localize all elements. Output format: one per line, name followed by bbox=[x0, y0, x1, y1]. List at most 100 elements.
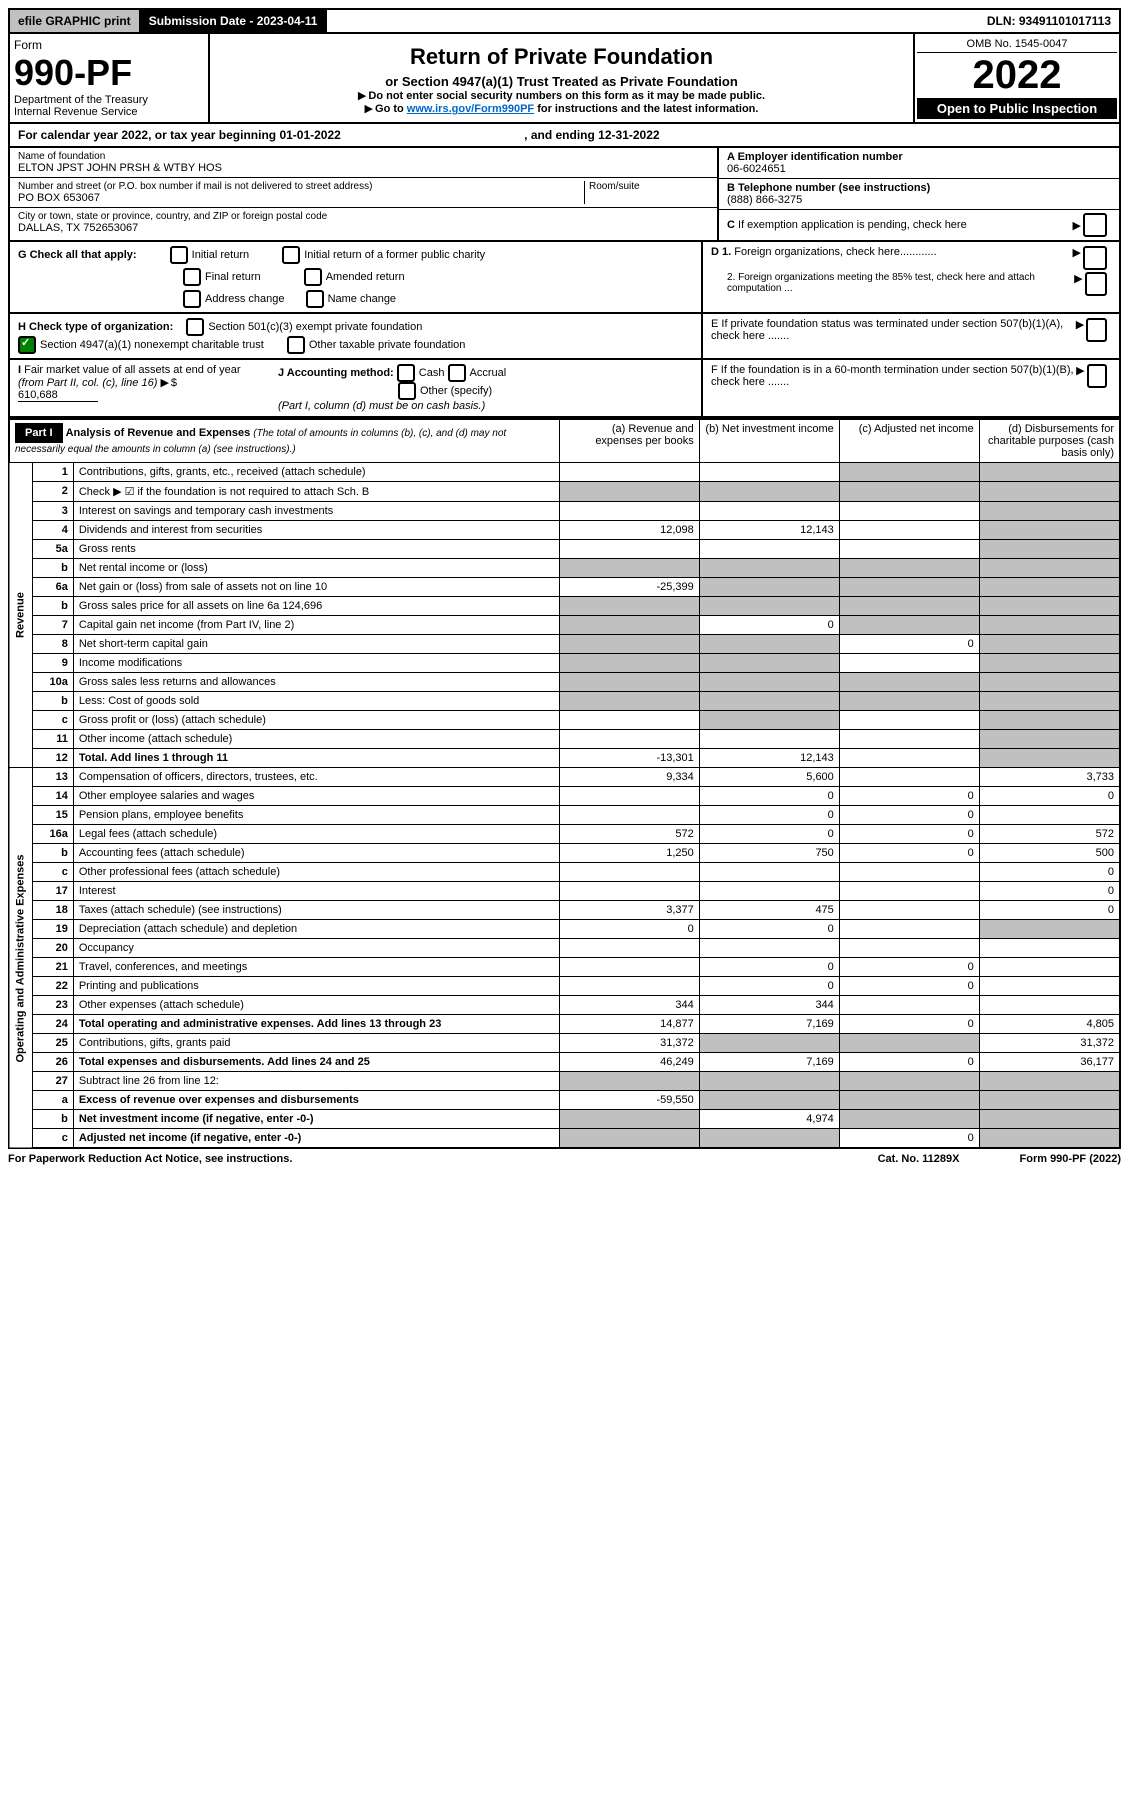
calendar-year-row: For calendar year 2022, or tax year begi… bbox=[8, 124, 1121, 148]
row-value bbox=[699, 1129, 839, 1149]
j-other-checkbox[interactable] bbox=[398, 382, 416, 400]
row-value bbox=[979, 673, 1120, 692]
row-value bbox=[839, 654, 979, 673]
row-value bbox=[559, 711, 699, 730]
row-description: Taxes (attach schedule) (see instruction… bbox=[73, 901, 559, 920]
row-value bbox=[839, 502, 979, 521]
row-value bbox=[979, 597, 1120, 616]
row-description: Other professional fees (attach schedule… bbox=[73, 863, 559, 882]
row-value bbox=[699, 1072, 839, 1091]
row-value bbox=[559, 863, 699, 882]
c-checkbox[interactable] bbox=[1083, 213, 1107, 237]
row-description: Gross profit or (loss) (attach schedule) bbox=[73, 711, 559, 730]
row-value bbox=[699, 597, 839, 616]
footer: For Paperwork Reduction Act Notice, see … bbox=[8, 1149, 1121, 1169]
efile-print-button[interactable]: efile GRAPHIC print bbox=[10, 10, 141, 32]
j-cash-checkbox[interactable] bbox=[397, 364, 415, 382]
row-description: Depreciation (attach schedule) and deple… bbox=[73, 920, 559, 939]
g-name-checkbox[interactable] bbox=[306, 290, 324, 308]
row-value bbox=[559, 559, 699, 578]
e-label: E If private foundation status was termi… bbox=[711, 318, 1076, 354]
row-description: Net rental income or (loss) bbox=[73, 559, 559, 578]
ein-value: 06-6024651 bbox=[727, 163, 1111, 175]
open-public-badge: Open to Public Inspection bbox=[917, 98, 1117, 119]
row-value: 7,169 bbox=[699, 1053, 839, 1072]
g-address-checkbox[interactable] bbox=[183, 290, 201, 308]
row-number: 24 bbox=[33, 1015, 74, 1034]
f-checkbox[interactable] bbox=[1087, 364, 1107, 388]
row-description: Legal fees (attach schedule) bbox=[73, 825, 559, 844]
row-value bbox=[839, 692, 979, 711]
col-c-header: (c) Adjusted net income bbox=[839, 419, 979, 463]
row-value bbox=[979, 502, 1120, 521]
dln: DLN: 93491101017113 bbox=[979, 10, 1119, 32]
row-number: c bbox=[33, 711, 74, 730]
d1-label: D 1. Foreign organizations, check here..… bbox=[711, 246, 937, 270]
row-value bbox=[699, 463, 839, 482]
row-value: 0 bbox=[979, 882, 1120, 901]
row-value: 0 bbox=[979, 787, 1120, 806]
row-description: Income modifications bbox=[73, 654, 559, 673]
row-description: Subtract line 26 from line 12: bbox=[73, 1072, 559, 1091]
row-value bbox=[699, 1091, 839, 1110]
row-value: 12,143 bbox=[699, 521, 839, 540]
row-value bbox=[559, 1129, 699, 1149]
row-value bbox=[979, 920, 1120, 939]
row-number: 11 bbox=[33, 730, 74, 749]
address: PO BOX 653067 bbox=[18, 192, 584, 204]
row-value: 9,334 bbox=[559, 768, 699, 787]
row-number: 22 bbox=[33, 977, 74, 996]
submission-date: Submission Date - 2023-04-11 bbox=[141, 10, 328, 32]
row-number: 16a bbox=[33, 825, 74, 844]
h-other-checkbox[interactable] bbox=[287, 336, 305, 354]
row-value: -25,399 bbox=[559, 578, 699, 597]
row-description: Contributions, gifts, grants, etc., rece… bbox=[73, 463, 559, 482]
row-description: Gross sales less returns and allowances bbox=[73, 673, 559, 692]
row-value bbox=[699, 882, 839, 901]
fmv-value: 610,688 bbox=[18, 389, 98, 402]
row-value bbox=[979, 939, 1120, 958]
row-value bbox=[839, 863, 979, 882]
name-label: Name of foundation bbox=[18, 151, 709, 162]
c-label: C If exemption application is pending, c… bbox=[727, 219, 967, 231]
row-value: 1,250 bbox=[559, 844, 699, 863]
g-amended-checkbox[interactable] bbox=[304, 268, 322, 286]
row-value bbox=[839, 730, 979, 749]
e-checkbox[interactable] bbox=[1086, 318, 1107, 342]
row-value bbox=[979, 482, 1120, 502]
row-value bbox=[839, 920, 979, 939]
row-value: 31,372 bbox=[559, 1034, 699, 1053]
g-initial-former-checkbox[interactable] bbox=[282, 246, 300, 264]
g-final-checkbox[interactable] bbox=[183, 268, 201, 286]
row-value bbox=[979, 1091, 1120, 1110]
row-value bbox=[699, 730, 839, 749]
row-value bbox=[839, 1091, 979, 1110]
form-note2: Go to www.irs.gov/Form990PF for instruct… bbox=[216, 102, 907, 115]
g-initial-checkbox[interactable] bbox=[170, 246, 188, 264]
row-description: Total. Add lines 1 through 11 bbox=[73, 749, 559, 768]
footer-right: Form 990-PF (2022) bbox=[1020, 1153, 1122, 1165]
d2-checkbox[interactable] bbox=[1085, 272, 1107, 296]
h-4947-checkbox[interactable] bbox=[18, 336, 36, 354]
row-number: b bbox=[33, 692, 74, 711]
row-value: 0 bbox=[699, 920, 839, 939]
row-number: 7 bbox=[33, 616, 74, 635]
form-link[interactable]: www.irs.gov/Form990PF bbox=[407, 103, 534, 115]
section-i-j-f: I Fair market value of all assets at end… bbox=[8, 360, 1121, 418]
j-accrual-checkbox[interactable] bbox=[448, 364, 466, 382]
row-number: 14 bbox=[33, 787, 74, 806]
row-value: 31,372 bbox=[979, 1034, 1120, 1053]
row-number: 10a bbox=[33, 673, 74, 692]
row-number: 9 bbox=[33, 654, 74, 673]
row-description: Interest bbox=[73, 882, 559, 901]
section-g-h: G Check all that apply: Initial return I… bbox=[8, 242, 1121, 314]
d1-checkbox[interactable] bbox=[1083, 246, 1107, 270]
row-value bbox=[839, 901, 979, 920]
h-501c3-checkbox[interactable] bbox=[186, 318, 204, 336]
row-value bbox=[699, 482, 839, 502]
row-number: 18 bbox=[33, 901, 74, 920]
row-value bbox=[559, 502, 699, 521]
row-value bbox=[559, 958, 699, 977]
row-value: 3,733 bbox=[979, 768, 1120, 787]
row-number: a bbox=[33, 1091, 74, 1110]
